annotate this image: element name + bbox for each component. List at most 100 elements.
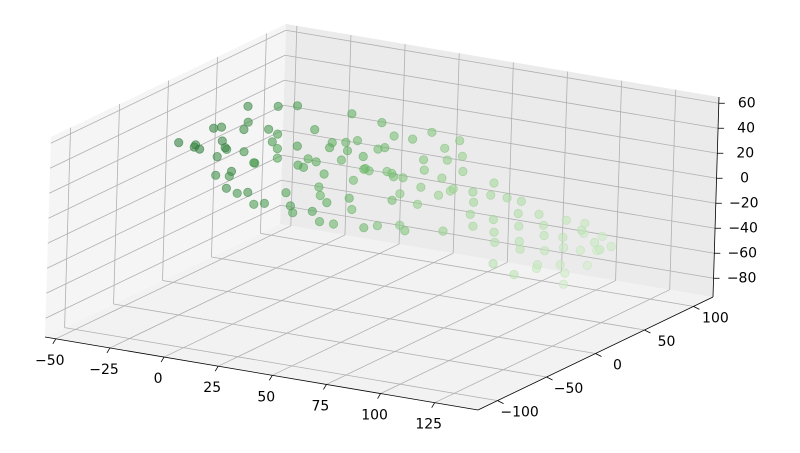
data-point (273, 101, 283, 112)
data-point (513, 208, 523, 219)
x-tick-mark (106, 347, 111, 354)
grid-line-y-floor (64, 327, 498, 401)
data-point (468, 197, 479, 207)
data-point (418, 155, 429, 165)
data-point (281, 188, 291, 198)
grid-line-z-back (284, 79, 718, 154)
grid-line-z-back (284, 54, 719, 129)
data-point (377, 118, 387, 128)
data-point (221, 183, 231, 193)
data-point (263, 124, 274, 134)
data-point (558, 232, 568, 242)
data-point (344, 193, 354, 203)
data-point (437, 173, 447, 183)
data-point (534, 209, 544, 219)
y-tick-label: −100 (500, 405, 538, 421)
z-tick-label: 40 (737, 120, 755, 136)
data-point (448, 184, 458, 194)
x-tick-label: 0 (154, 371, 163, 387)
grid-lines (45, 25, 719, 404)
x-tick-label: 25 (203, 380, 221, 396)
x-tick-label: 75 (311, 398, 329, 414)
grid-line-y-left (113, 104, 120, 305)
data-point (389, 131, 399, 141)
data-point (532, 260, 543, 270)
data-point (540, 246, 550, 256)
grid-line-z-back (285, 29, 719, 104)
data-point (561, 215, 571, 225)
data-point (539, 230, 549, 241)
grid-line-y-floor (211, 256, 645, 331)
data-point (315, 190, 325, 201)
data-point (407, 134, 418, 144)
data-point (400, 226, 410, 236)
data-point (358, 151, 368, 162)
grid-line-x-back (398, 44, 406, 245)
data-point (322, 198, 332, 208)
tick-labels: −50 −25 0 25 50 75 100 125 −100 −50 0 50 100 −80 −60 −4… (35, 95, 759, 432)
data-point (509, 269, 519, 280)
z-tick-label: −40 (728, 220, 758, 236)
grid-line-y-left (162, 80, 169, 281)
data-point (272, 129, 283, 139)
back-pane (280, 24, 719, 297)
z-tick-label: −20 (729, 195, 759, 211)
data-point (538, 220, 549, 230)
data-point (359, 223, 369, 233)
grid-line-x-back (506, 62, 514, 263)
data-point (292, 141, 302, 151)
z-tick-label: 60 (738, 95, 756, 111)
data-point (341, 137, 351, 147)
grid-line-z-back (281, 154, 716, 229)
x-tick-label: −50 (35, 353, 65, 369)
data-point (249, 158, 259, 168)
data-point (239, 147, 249, 157)
data-point (427, 127, 437, 137)
data-point (336, 155, 346, 165)
data-point (582, 260, 592, 270)
y-tick-mark (693, 306, 700, 310)
grid-line-y-floor (260, 233, 694, 307)
data-point (558, 279, 569, 289)
data-point (419, 165, 429, 175)
y-tick-mark (595, 353, 602, 357)
z-tick-label: −80 (727, 270, 757, 286)
data-point (293, 160, 303, 170)
grid-line-z-left (49, 54, 286, 169)
data-points (174, 101, 616, 289)
data-point (595, 245, 605, 255)
y-tick-mark (644, 329, 651, 334)
x-tick-label: 125 (415, 417, 442, 433)
data-point (515, 244, 525, 254)
data-point (589, 237, 600, 248)
data-point (303, 154, 313, 164)
data-point (195, 144, 205, 154)
data-point (490, 237, 500, 247)
x-tick-mark (323, 384, 327, 390)
data-point (468, 187, 478, 197)
data-point (212, 152, 222, 162)
data-point (285, 201, 295, 211)
grid-line-z-left (50, 29, 286, 144)
data-point (502, 193, 512, 203)
data-point (576, 225, 587, 235)
grid-line-y-left (64, 127, 71, 328)
data-point (243, 117, 253, 127)
y-tick-label: 100 (702, 310, 729, 326)
x-tick-label: 50 (257, 389, 275, 405)
data-point (455, 136, 465, 146)
data-point (243, 187, 253, 197)
grid-line-x-back (615, 80, 622, 281)
data-point (442, 155, 452, 165)
data-point (398, 173, 408, 183)
grid-line-z-left (45, 204, 281, 319)
data-point (438, 226, 448, 236)
data-point (239, 124, 249, 135)
data-point (516, 196, 527, 206)
grid-line-y-floor (113, 303, 547, 378)
data-point (216, 122, 227, 132)
data-point (272, 144, 282, 154)
data-point (259, 198, 269, 208)
y-tick-label: 50 (658, 334, 676, 350)
